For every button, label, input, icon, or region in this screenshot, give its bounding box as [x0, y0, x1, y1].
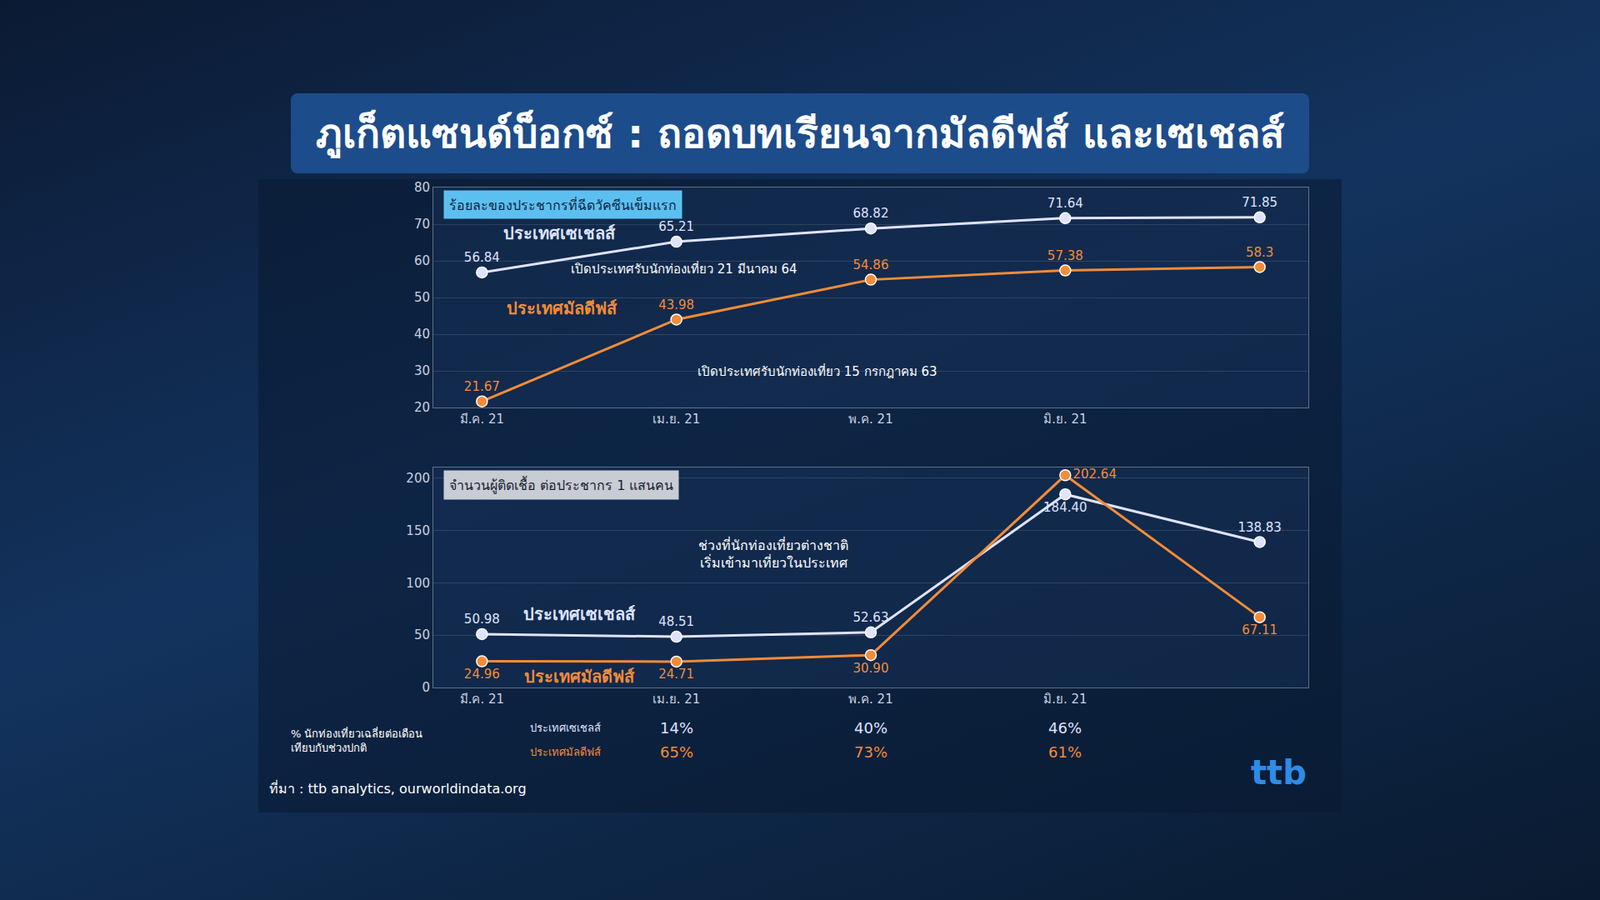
- svg-text:50.98: 50.98: [464, 611, 500, 627]
- svg-text:ประเทศมัลดีฟส์: ประเทศมัลดีฟส์: [524, 666, 635, 687]
- svg-text:80: 80: [414, 180, 430, 195]
- svg-text:พ.ค. 21: พ.ค. 21: [848, 411, 893, 427]
- svg-text:30: 30: [414, 363, 430, 379]
- svg-text:61%: 61%: [1048, 743, 1082, 761]
- svg-text:ที่มา : ttb analytics, ourworl: ที่มา : ttb analytics, ourworldindata.or…: [269, 779, 527, 797]
- svg-text:เปิดประเทศรับนักท่องเที่ยว 15: เปิดประเทศรับนักท่องเที่ยว 15 กรกฎาคม 63: [697, 362, 937, 380]
- svg-text:ประเทศมัลดีฟส์: ประเทศมัลดีฟส์: [530, 745, 601, 759]
- svg-text:46%: 46%: [1048, 719, 1082, 737]
- svg-text:48.51: 48.51: [658, 614, 695, 630]
- svg-text:ช่วงที่นักท่องเที่ยวต่างชาติเร: ช่วงที่นักท่องเที่ยวต่างชาติเริ่มเข้ามาเ…: [698, 535, 849, 571]
- svg-text:ร้อยละของประชากรที่ฉีดวัคซีนเข: ร้อยละของประชากรที่ฉีดวัคซีนเข็มแรก: [449, 195, 677, 214]
- svg-text:24.71: 24.71: [658, 666, 695, 682]
- svg-text:ประเทศเซเชลส์: ประเทศเซเชลส์: [530, 721, 601, 735]
- svg-text:มิ.ย. 21: มิ.ย. 21: [1043, 691, 1087, 707]
- svg-text:202.64: 202.64: [1072, 466, 1117, 482]
- svg-text:ประเทศเซเชลส์: ประเทศเซเชลส์: [523, 604, 636, 625]
- svg-text:54.86: 54.86: [853, 257, 890, 273]
- svg-text:ttb: ttb: [1250, 753, 1307, 792]
- svg-text:71.64: 71.64: [1047, 195, 1084, 211]
- svg-text:24.96: 24.96: [464, 666, 500, 682]
- svg-text:68.82: 68.82: [853, 205, 890, 221]
- svg-text:70: 70: [414, 216, 430, 232]
- svg-text:มิ.ย. 21: มิ.ย. 21: [1043, 411, 1087, 427]
- svg-text:58.3: 58.3: [1245, 245, 1274, 260]
- svg-text:184.40: 184.40: [1043, 500, 1088, 515]
- svg-text:เม.ย. 21: เม.ย. 21: [652, 411, 700, 427]
- svg-text:52.63: 52.63: [853, 610, 890, 625]
- svg-text:30.90: 30.90: [853, 660, 890, 676]
- svg-text:21.67: 21.67: [464, 379, 500, 395]
- svg-text:จำนวนผู้ติดเชื้อ ต่อประชากร 1: จำนวนผู้ติดเชื้อ ต่อประชากร 1 แสนคน: [449, 475, 674, 495]
- svg-text:ประเทศมัลดีฟส์: ประเทศมัลดีฟส์: [506, 298, 618, 319]
- svg-text:เม.ย. 21: เม.ย. 21: [652, 691, 700, 707]
- svg-text:57.38: 57.38: [1047, 248, 1084, 264]
- svg-text:71.85: 71.85: [1241, 195, 1278, 210]
- svg-text:20: 20: [414, 400, 430, 415]
- svg-text:67.11: 67.11: [1241, 622, 1278, 638]
- svg-text:73%: 73%: [854, 743, 888, 761]
- svg-text:0: 0: [421, 680, 430, 695]
- svg-text:50: 50: [414, 627, 430, 643]
- html-text:ภูเก็ตแซนด์บ็อกซ์ : ถอดบทเรียน: ภูเก็ตแซนด์บ็อกซ์ : ถอดบทเรียนจากมัลดีฟส…: [316, 110, 1284, 157]
- svg-text:40: 40: [414, 326, 430, 342]
- svg-text:138.83: 138.83: [1237, 520, 1282, 535]
- svg-text:พ.ค. 21: พ.ค. 21: [848, 691, 893, 707]
- svg-text:56.84: 56.84: [464, 250, 500, 265]
- svg-text:100: 100: [405, 575, 430, 591]
- svg-text:65.21: 65.21: [658, 219, 695, 235]
- svg-text:ประเทศเซเชลส์: ประเทศเซเชลส์: [503, 223, 616, 244]
- svg-text:60: 60: [414, 253, 430, 269]
- svg-text:200: 200: [405, 470, 430, 486]
- svg-text:มี.ค. 21: มี.ค. 21: [460, 411, 505, 427]
- svg-text:65%: 65%: [660, 743, 694, 761]
- svg-text:เปิดประเทศรับนักท่องเที่ยว 21: เปิดประเทศรับนักท่องเที่ยว 21 มีนาคม 64: [570, 260, 797, 277]
- svg-text:40%: 40%: [854, 719, 888, 737]
- svg-text:50: 50: [414, 290, 430, 305]
- svg-text:43.98: 43.98: [658, 297, 695, 313]
- svg-text:14%: 14%: [660, 719, 694, 737]
- svg-text:150: 150: [405, 523, 430, 539]
- svg-text:มี.ค. 21: มี.ค. 21: [460, 691, 505, 707]
- svg-text:% นักท่องเที่ยวเฉลี่ยต่อเดือนเ: % นักท่องเที่ยวเฉลี่ยต่อเดือนเทียบกับช่ว…: [290, 726, 424, 755]
